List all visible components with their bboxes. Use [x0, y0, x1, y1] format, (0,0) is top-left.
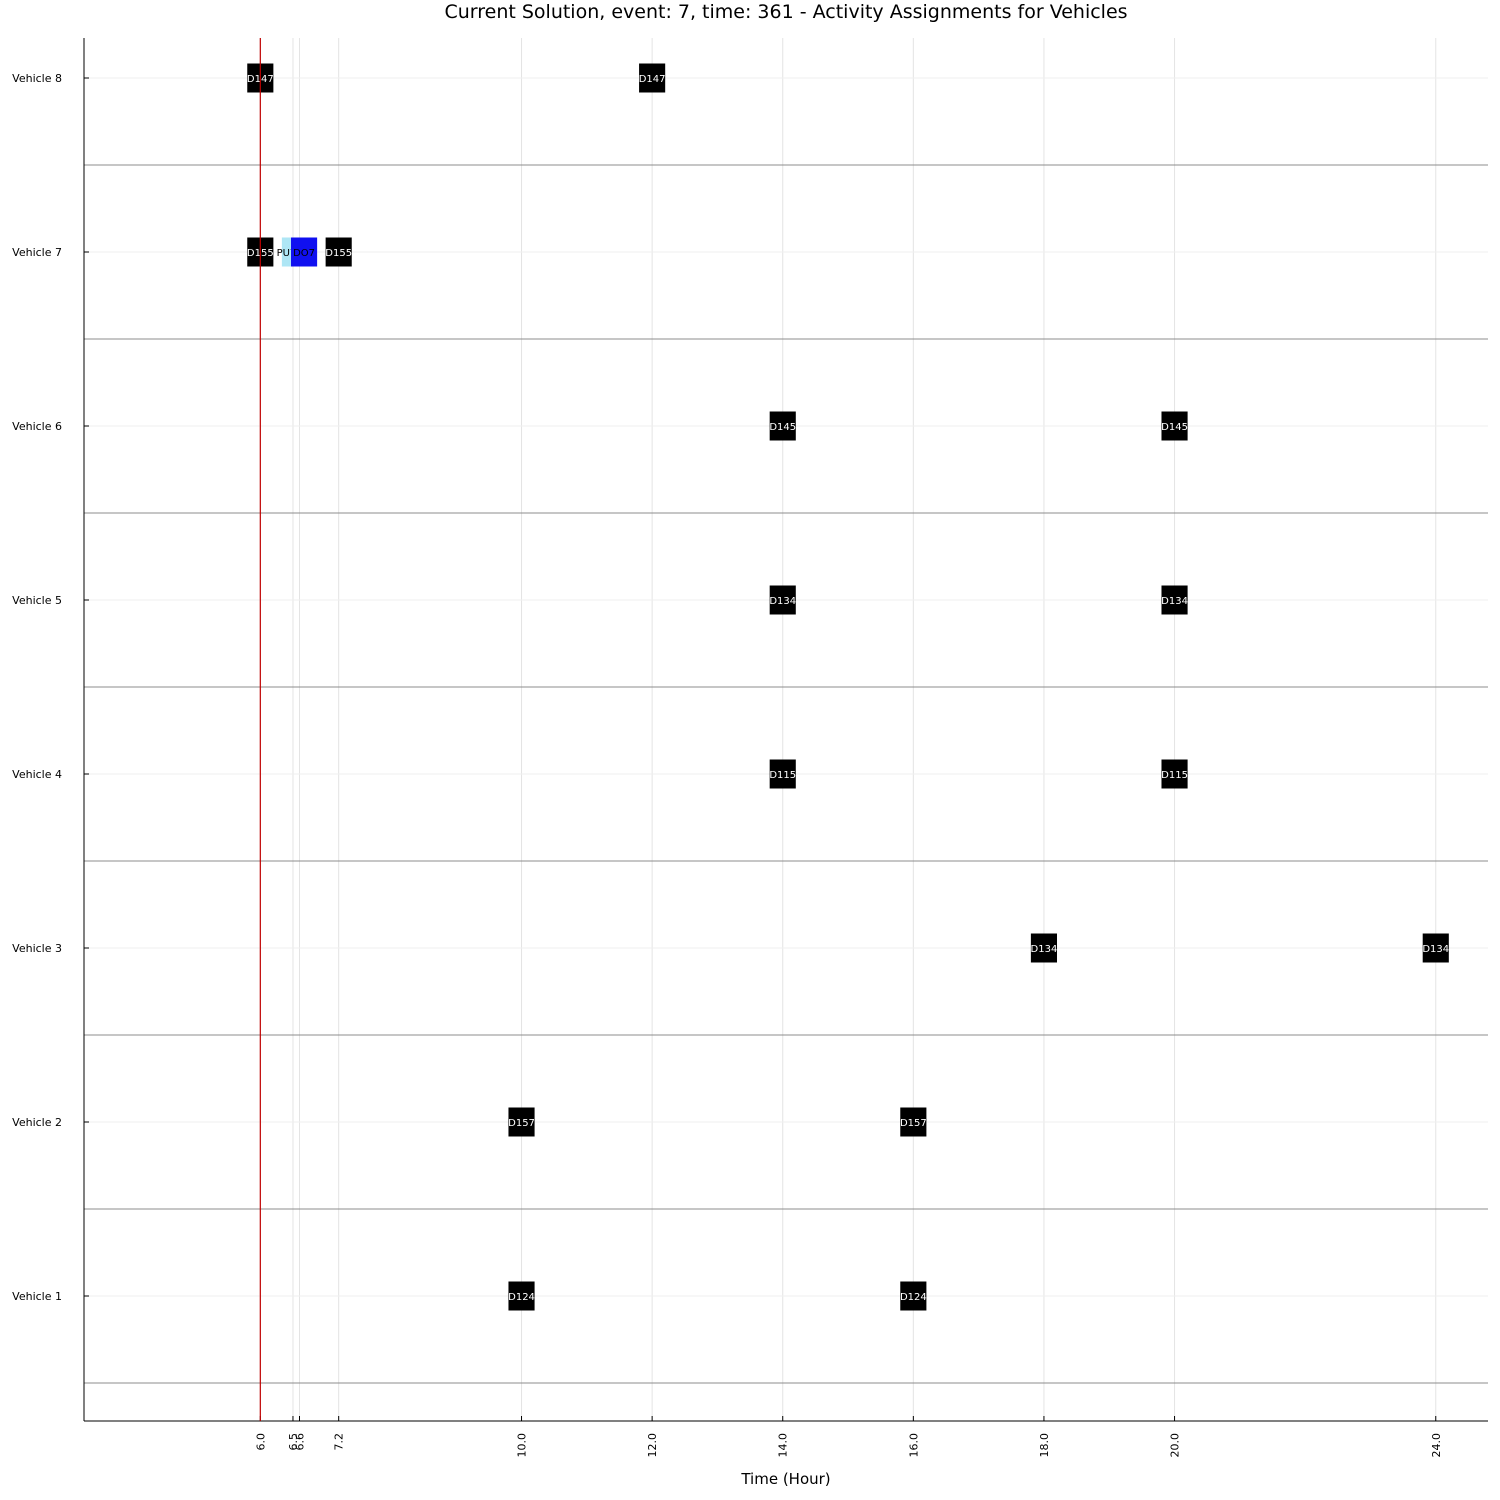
y-axis-ticks: Vehicle 1 Vehicle 2 Vehicle 3 Vehicle 4 Vehi…	[12, 72, 89, 1303]
activity-depot: D147	[639, 63, 666, 93]
activity-box	[508, 1107, 535, 1137]
activity-box	[291, 237, 318, 267]
activity-box	[325, 237, 352, 267]
x-axis-label: Time (Hour)	[740, 1470, 830, 1488]
activity-bars: D124 D124 D157 D157 D134 D134 D115 D115 D134 D134…	[247, 63, 1449, 1311]
activity-label: D157	[900, 1118, 927, 1129]
activity-label: D145	[1161, 422, 1188, 433]
activity-depot: D124	[900, 1281, 927, 1311]
y-tick-label: Vehicle 1	[12, 1290, 62, 1303]
activity-depot: D134	[1422, 933, 1449, 963]
chart-title: Current Solution, event: 7, time: 361 - …	[444, 1, 1127, 23]
activity-depot: D115	[769, 759, 796, 789]
x-tick-label: 14.0	[777, 1433, 790, 1458]
y-tick-label: Vehicle 2	[12, 1116, 62, 1129]
activity-label: D134	[1161, 596, 1188, 607]
x-tick-label: 12.0	[646, 1433, 659, 1458]
y-tick-label: Vehicle 8	[12, 72, 62, 85]
activity-label: D115	[1161, 770, 1188, 781]
activity-depot: D134	[769, 585, 796, 615]
activity-box	[639, 63, 666, 93]
x-axis-ticks: 6.0 6.56.6 7.2 10.0 12.0 14.0 16.0 18.0 20.0 24.0	[254, 1416, 1443, 1458]
activity-label: D145	[769, 422, 796, 433]
activity-depot: D157	[900, 1107, 927, 1137]
activity-pickup: PU7	[277, 237, 297, 267]
activity-box	[900, 1281, 927, 1311]
y-tick-label: Vehicle 6	[12, 420, 62, 433]
activity-label: PU7	[277, 248, 297, 259]
x-tick-label: 7.2	[333, 1433, 346, 1451]
activity-box	[1161, 411, 1188, 441]
activity-depot: D115	[1161, 759, 1188, 789]
activity-box	[1422, 933, 1449, 963]
activity-box	[769, 411, 796, 441]
y-tick-label: Vehicle 3	[12, 942, 62, 955]
activity-label: D147	[639, 74, 666, 85]
activity-depot: D134	[1030, 933, 1058, 963]
x-tick-label: 10.0	[516, 1433, 529, 1458]
x-tick-label: 18.0	[1038, 1433, 1051, 1458]
activity-depot: D145	[1161, 411, 1188, 441]
activity-label: D124	[508, 1292, 535, 1303]
activity-box	[1030, 933, 1058, 963]
activity-label: D157	[508, 1118, 535, 1129]
y-tick-label: Vehicle 7	[12, 246, 62, 259]
activity-label: D155	[325, 248, 352, 259]
x-tick-label: 24.0	[1430, 1433, 1443, 1458]
activity-depot: D157	[508, 1107, 535, 1137]
activity-label: D134	[1031, 944, 1058, 955]
activity-depot: D155	[325, 237, 352, 267]
activity-dropoff: DO7	[291, 237, 318, 267]
activity-depot: D124	[508, 1281, 535, 1311]
activity-label: D134	[769, 596, 796, 607]
activity-depot: D134	[1161, 585, 1188, 615]
row-separators	[84, 164, 1488, 1384]
y-tick-label: Vehicle 4	[12, 768, 62, 781]
activity-box	[1161, 585, 1188, 615]
activity-box	[281, 237, 292, 267]
x-tick-label: 6.5	[287, 1433, 300, 1451]
x-tick-label: 6.6	[293, 1433, 306, 1451]
x-tick-label: 16.0	[907, 1433, 920, 1458]
activity-label: D134	[1422, 944, 1449, 955]
axes	[83, 38, 1488, 1422]
activity-depot: D145	[769, 411, 796, 441]
activity-box	[1161, 759, 1188, 789]
x-tick-label: 6.0	[254, 1433, 267, 1451]
activity-label: D115	[769, 770, 796, 781]
x-tick-label: 20.0	[1169, 1433, 1182, 1458]
activity-box	[769, 585, 796, 615]
activity-label: DO7	[293, 248, 315, 259]
activity-label: D124	[900, 1292, 927, 1303]
activity-box	[508, 1281, 535, 1311]
activity-box	[769, 759, 796, 789]
y-tick-label: Vehicle 5	[12, 594, 62, 607]
activity-box	[900, 1107, 927, 1137]
